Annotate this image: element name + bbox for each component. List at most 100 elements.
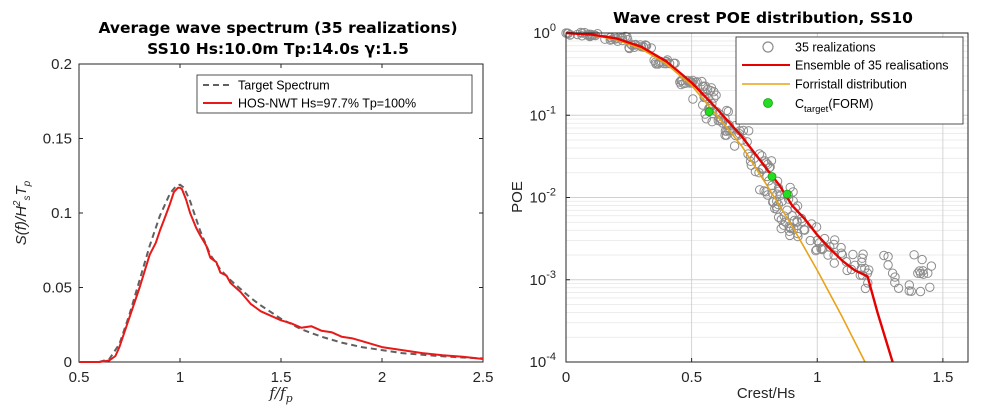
poe-ytick-label: 10-3 [530, 269, 556, 289]
realization-point [743, 149, 753, 159]
spectrum-title: Average wave spectrum (35 realizations) [98, 19, 457, 37]
realization-point [787, 211, 797, 221]
realization-point [857, 253, 867, 263]
realization-point [857, 257, 867, 267]
svg-text:S(f)/H2sTp: S(f)/H2sTp [12, 180, 33, 245]
spectrum-legend-box [196, 74, 473, 114]
realization-point [717, 118, 728, 128]
realization-point [914, 266, 925, 276]
spectrum-ylabel: S(f)/H2sTp [12, 180, 33, 245]
realization-point [709, 87, 719, 97]
spectrum-xtick-label: 1 [176, 369, 184, 386]
realization-point [805, 235, 815, 246]
spectrum-ytick-label: 0.15 [43, 131, 72, 148]
poe-ticks: 0 0.5 1 1.5 100 10-1 10-2 10-3 10-4 [530, 22, 954, 386]
realization-point [688, 94, 698, 104]
realization-point [842, 265, 852, 276]
spectrum-lines [79, 183, 484, 363]
realization-point [738, 125, 749, 136]
legend-label-ensemble: Ensemble of 35 realisations [795, 59, 949, 73]
realization-point [585, 31, 595, 42]
realization-point [709, 93, 719, 103]
realization-point [698, 81, 709, 91]
realization-point [766, 156, 777, 166]
realization-point [848, 249, 858, 260]
realization-point [904, 280, 914, 290]
realization-point [893, 283, 904, 293]
spectrum-ytick-label: 0.1 [51, 205, 72, 222]
realization-point [904, 286, 914, 296]
realization-point [800, 225, 810, 235]
legend-label-target: Target Spectrum [238, 79, 330, 93]
realization-point [918, 266, 928, 276]
spectrum-xtick-label: 2 [378, 369, 386, 386]
realization-point [722, 105, 732, 116]
realization-point [744, 126, 754, 136]
poe-xlabel: Crest/Hs [737, 385, 795, 402]
poe-ytick-label: 100 [533, 22, 556, 42]
poe-xtick-label: 1 [813, 369, 821, 386]
legend-marker-realizations [762, 41, 774, 53]
realization-point [777, 196, 787, 207]
poe-ytick-label: 10-1 [530, 104, 556, 124]
poe-legend: 35 realizations Ensemble of 35 realisati… [735, 36, 964, 125]
realization-point [793, 231, 803, 242]
spectrum-legend: Target Spectrum HOS-NWT Hs=97.7% Tp=100% [196, 74, 473, 114]
legend-marker-target [763, 98, 773, 108]
poe-ytick-label: 10-2 [530, 187, 556, 207]
poe-xtick-label: 0.5 [681, 369, 702, 386]
poe-legend-box [735, 36, 964, 125]
realization-point [742, 137, 752, 147]
forristall-line [565, 32, 866, 363]
realization-point [773, 212, 784, 223]
hos-nwt-line [79, 186, 484, 363]
legend-label-hos: HOS-NWT Hs=97.7% Tp=100% [238, 97, 416, 111]
poe-lines [565, 31, 894, 363]
poe-panel: Wave crest POE distribution, SS10 0 0.5 1 1… [509, 9, 969, 402]
poe-xtick-label: 0 [562, 369, 570, 386]
realization-point [879, 250, 889, 261]
spectrum-ticks: 0.5 1 1.5 2 2.5 0 0.05 0.1 0.15 0.2 [43, 56, 494, 386]
realization-point [759, 186, 769, 196]
poe-ytick-label: 10-4 [530, 351, 556, 371]
realization-point [923, 268, 933, 278]
spectrum-xlabel: f/fp [268, 384, 292, 405]
spectrum-subtitle: SS10 Hs:10.0m Tp:14.0s γ:1.5 [147, 40, 409, 58]
spectrum-ytick-label: 0.05 [43, 280, 72, 297]
realization-point [675, 77, 685, 87]
poe-ylabel: POE [509, 181, 526, 213]
realization-point [830, 235, 840, 245]
c-target-point [767, 172, 777, 181]
realization-point [811, 246, 821, 256]
poe-xtick-label: 1.5 [932, 369, 953, 386]
realization-point [887, 268, 898, 278]
spectrum-xtick-label: 0.5 [69, 369, 90, 386]
realization-point [715, 116, 725, 126]
spectrum-ytick-label: 0 [64, 354, 72, 371]
legend-label-forristall: Forristall distribution [795, 78, 907, 92]
poe-title: Wave crest POE distribution, SS10 [613, 9, 913, 27]
realization-point [915, 286, 926, 297]
realization-point [836, 248, 847, 258]
c-target-point [782, 189, 792, 199]
spectrum-xtick-label: 2.5 [473, 369, 494, 386]
realization-point [600, 34, 610, 44]
target-spectrum-line [79, 183, 484, 363]
spectrum-panel: Average wave spectrum (35 realizations) … [12, 19, 493, 405]
realization-point [883, 260, 893, 270]
realization-point [729, 141, 740, 151]
realization-point [925, 282, 935, 292]
realization-point [770, 203, 780, 214]
realization-point [755, 185, 765, 195]
realization-point [860, 263, 870, 274]
c-target-point [704, 107, 714, 117]
realization-point [836, 242, 846, 253]
realization-point [816, 244, 826, 254]
ensemble-line [565, 31, 894, 363]
poe-target-points [704, 107, 792, 199]
legend-label-realizations: 35 realizations [795, 41, 876, 55]
realization-point [913, 268, 923, 278]
spectrum-axes-box [78, 63, 484, 363]
